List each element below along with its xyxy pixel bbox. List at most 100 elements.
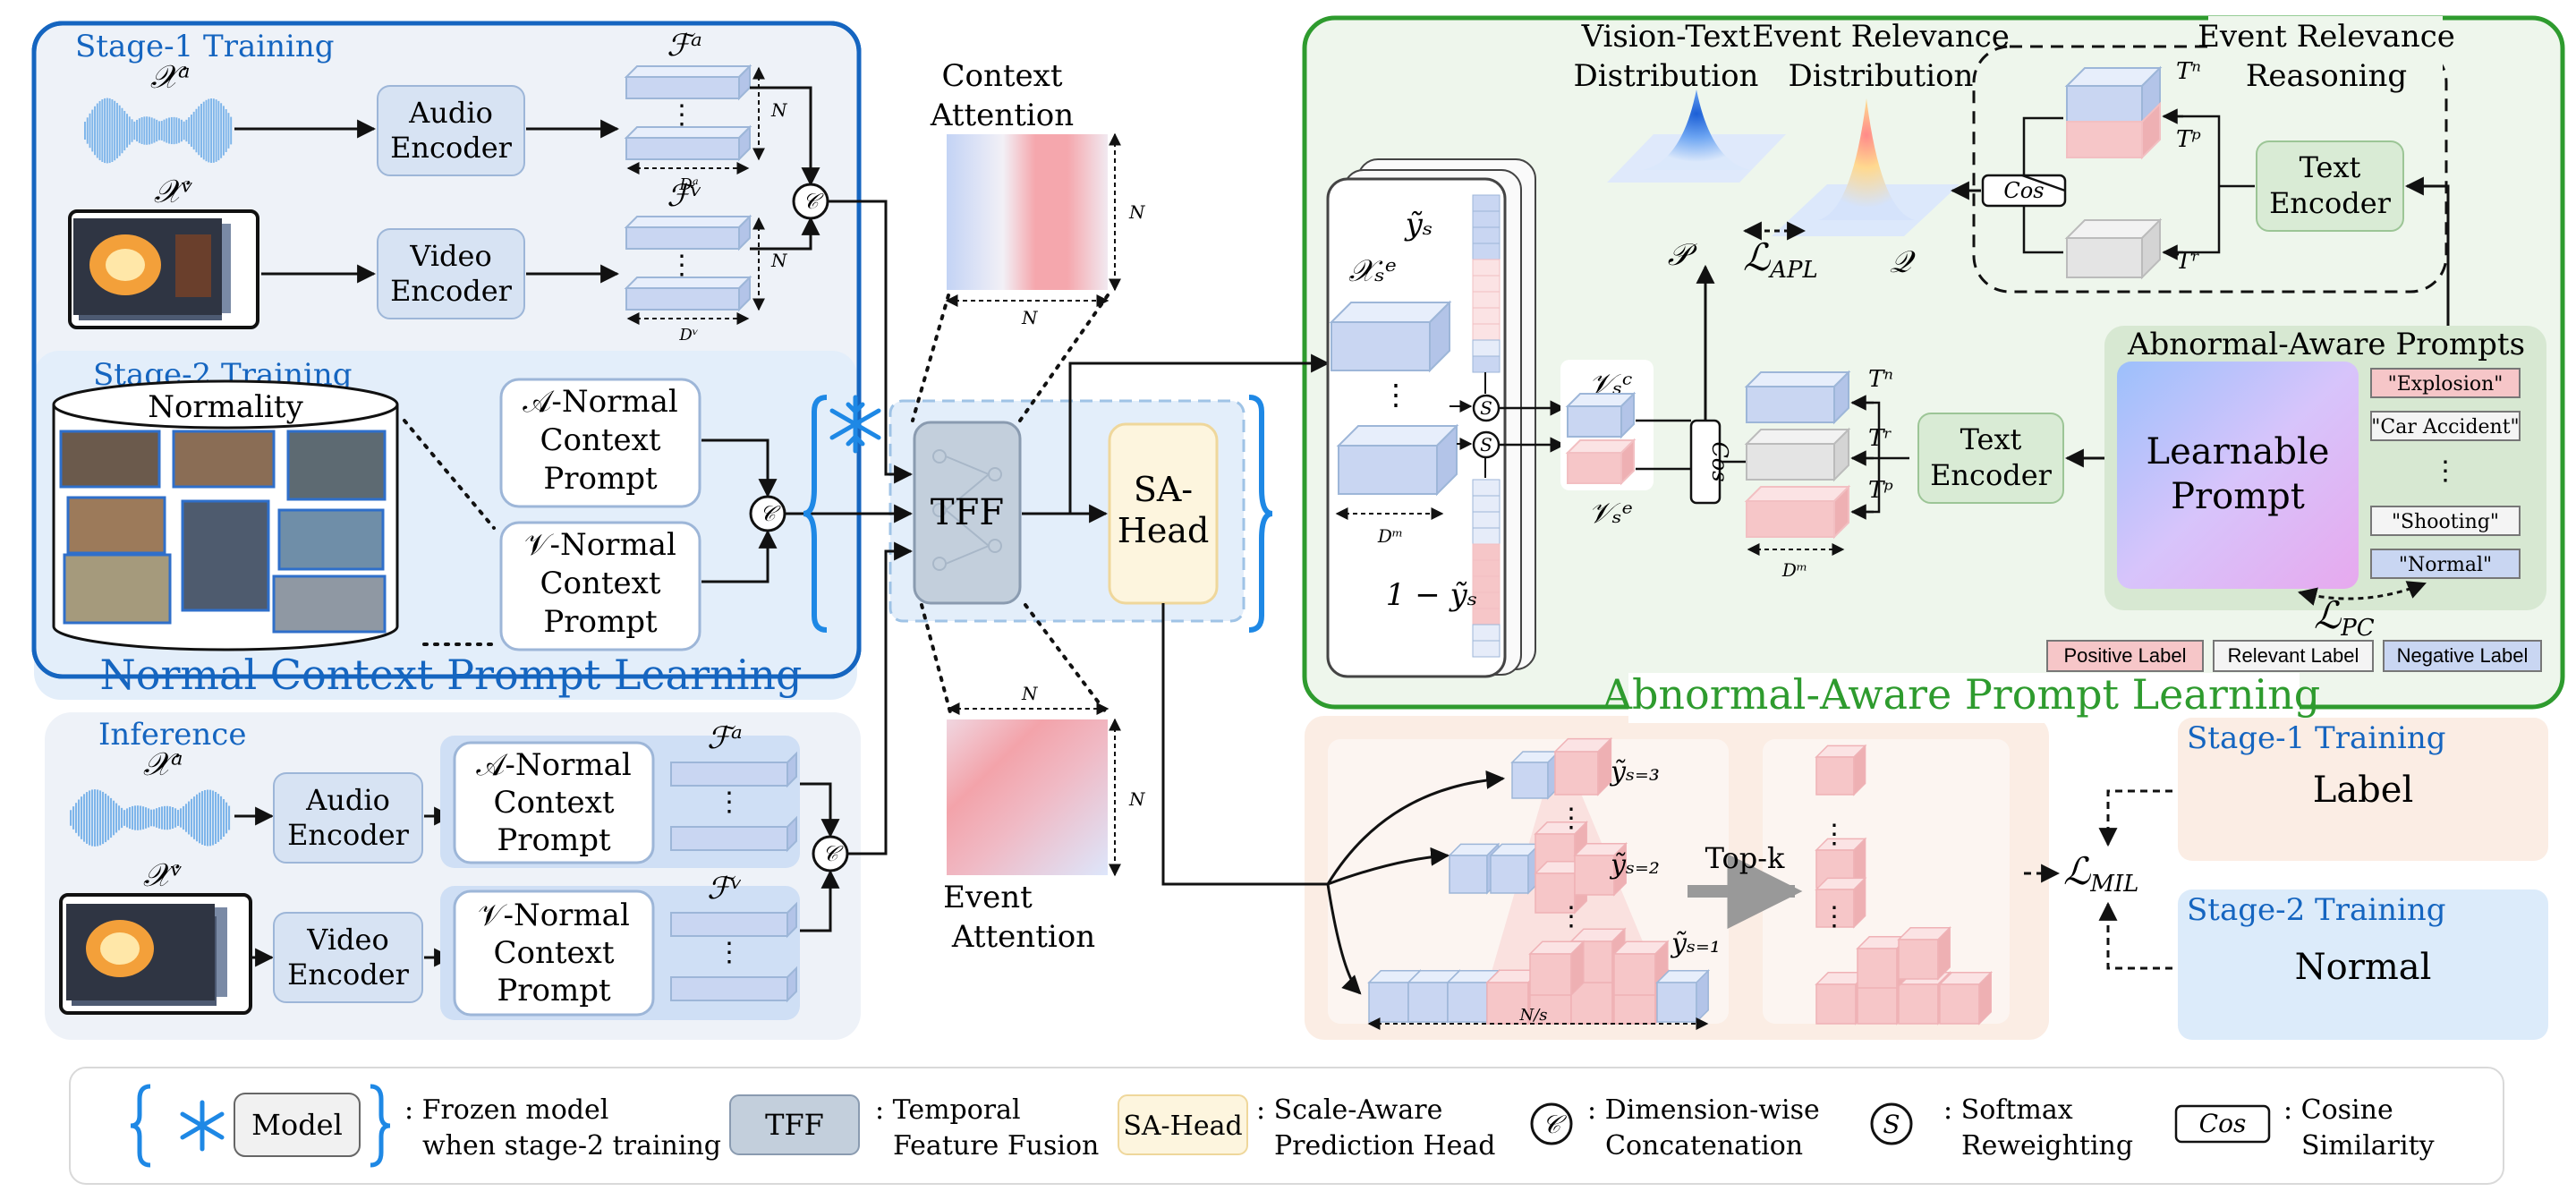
pc-link bbox=[2297, 581, 2427, 606]
l-mil-label: ℒMIL bbox=[2063, 849, 2138, 898]
tn-label-mid: Tⁿ bbox=[1868, 366, 1893, 393]
n-label-v: N bbox=[770, 250, 788, 271]
legend-concat-circle bbox=[1530, 1102, 1573, 1145]
text-encoder-top-line2: Encoder bbox=[2269, 186, 2392, 220]
wave-bar bbox=[185, 804, 188, 832]
wave-bar bbox=[134, 805, 137, 830]
v-prompt-line2: Context bbox=[540, 566, 660, 601]
wave-bar bbox=[205, 99, 208, 162]
legend-softmax-desc1: : Softmax bbox=[1943, 1094, 2073, 1126]
inf-feat-a-label: ℱᵃ bbox=[707, 720, 743, 756]
wave-bar bbox=[94, 106, 97, 156]
aapl-title: Abnormal-Aware Prompt Learning bbox=[1602, 670, 2320, 719]
context-attention-line1: Context bbox=[941, 58, 1062, 94]
inf-video-thumbnail-stack bbox=[59, 893, 252, 1015]
reasoning-box bbox=[1972, 45, 2448, 294]
wave-bar bbox=[148, 116, 150, 145]
audio-encoder-line1: Audio bbox=[408, 96, 493, 130]
legend-relevant-text: Relevant Label bbox=[2228, 644, 2359, 667]
wave-bar bbox=[146, 116, 149, 145]
wave-bar bbox=[190, 115, 192, 147]
inf-feat-a-dots: ⋮ bbox=[716, 787, 743, 818]
pyramid-dots-1: ⋮ bbox=[1558, 803, 1585, 834]
wave-bar bbox=[210, 98, 213, 163]
wave-bar bbox=[132, 805, 134, 830]
wave-bar bbox=[101, 99, 104, 162]
legend-softmax-desc2: Reweighting bbox=[1961, 1130, 2133, 1162]
frozen-bracket-left bbox=[803, 395, 828, 633]
wave-bar bbox=[104, 98, 106, 164]
line-tnp-to-cos bbox=[2021, 116, 2066, 192]
mil-stage1-card bbox=[2178, 718, 2548, 861]
line-feat-a-to-concat bbox=[750, 86, 820, 187]
mil-stage1-value: Label bbox=[2313, 770, 2413, 811]
wave-bar bbox=[153, 809, 156, 827]
legend-positive-label bbox=[2046, 640, 2204, 672]
tp-label-mid: Tᵖ bbox=[1868, 477, 1893, 504]
wave-bar bbox=[140, 805, 142, 830]
tff-label: TFF bbox=[931, 492, 1004, 533]
pyramid-block bbox=[1510, 750, 1560, 800]
inf-feature-stack-a bbox=[670, 751, 797, 853]
wave-bar bbox=[89, 113, 91, 149]
wave-bar bbox=[113, 800, 115, 836]
feat-a-dots: ⋮ bbox=[668, 99, 695, 131]
evt-n-horizontal-label: N bbox=[1021, 683, 1039, 704]
one-minus-ys-column bbox=[1472, 479, 1501, 658]
xs-feature-bottom bbox=[1336, 423, 1459, 497]
wave-bar bbox=[96, 103, 98, 158]
wave-bar bbox=[110, 797, 113, 838]
video-input-label: 𝒳ᵛ bbox=[154, 174, 193, 210]
mil-stage2-title: Stage-2 Training bbox=[2187, 892, 2446, 928]
wave-bar bbox=[86, 792, 89, 844]
legend-negative-label bbox=[2383, 640, 2542, 672]
mil-stage2-card bbox=[2178, 889, 2548, 1040]
context-attention-map bbox=[947, 134, 1108, 290]
wave-bar bbox=[183, 121, 185, 140]
wave-bar bbox=[201, 791, 204, 845]
inf-feat-v-label: ℱᵛ bbox=[707, 871, 742, 906]
normality-image-grid bbox=[59, 430, 387, 634]
line-stage1-to-tff bbox=[828, 200, 914, 484]
arrow-prompts-to-textenc-top bbox=[2404, 176, 2450, 326]
wave-bar bbox=[185, 119, 188, 142]
inf-video-encoder bbox=[273, 912, 423, 1003]
wave-bar bbox=[215, 791, 217, 845]
line-inf-to-tff bbox=[847, 541, 914, 855]
ys-label: ỹₛ bbox=[1404, 207, 1433, 243]
reasoning-line1: Event Relevance bbox=[2198, 19, 2455, 55]
l-apl-sub: APL bbox=[1768, 257, 1818, 284]
learnable-line2: Prompt bbox=[2171, 476, 2305, 517]
v-prompt-line1: 𝒱-Normal bbox=[524, 527, 676, 563]
label-shooting-text: "Shooting" bbox=[2392, 511, 2499, 533]
wave-bar bbox=[131, 119, 133, 142]
wave-bar bbox=[99, 790, 102, 846]
legend-concat-desc1: : Dimension-wise bbox=[1587, 1094, 1820, 1126]
wave-bar bbox=[183, 805, 185, 830]
ctx-dotted-left bbox=[911, 294, 950, 422]
inf-v-prompt-line3: Prompt bbox=[497, 973, 611, 1009]
arrow-scale2 bbox=[1327, 847, 1450, 886]
wave-bar bbox=[106, 98, 108, 164]
video-encoder-line1: Video bbox=[409, 239, 491, 273]
mil-stage1-title: Stage-1 Training bbox=[2187, 720, 2446, 756]
wave-bar bbox=[158, 807, 161, 829]
pyramid-block bbox=[1573, 841, 1628, 897]
context-attention-line2: Attention bbox=[930, 98, 1074, 133]
feature-stack-a bbox=[624, 64, 752, 162]
wave-bar bbox=[118, 805, 121, 830]
line-tr-to-cos bbox=[2022, 206, 2063, 254]
softmax-symbol-2: S bbox=[1480, 434, 1492, 455]
wave-bar bbox=[138, 118, 140, 143]
legend-frozen-line2: when stage-2 training bbox=[422, 1130, 721, 1162]
wave-bar bbox=[166, 118, 168, 143]
ctx-n-vertical-label: N bbox=[1128, 201, 1146, 223]
legend-cos-text: Cos bbox=[2199, 1109, 2247, 1138]
wave-bar bbox=[78, 799, 81, 837]
legend-tff-text: TFF bbox=[765, 1108, 824, 1142]
wave-bar bbox=[123, 810, 126, 826]
legend-concat-desc2: Concatenation bbox=[1605, 1130, 1803, 1162]
n-label-a: N bbox=[770, 99, 788, 121]
pyramid-block bbox=[1655, 968, 1711, 1024]
wave-bar bbox=[177, 810, 180, 826]
